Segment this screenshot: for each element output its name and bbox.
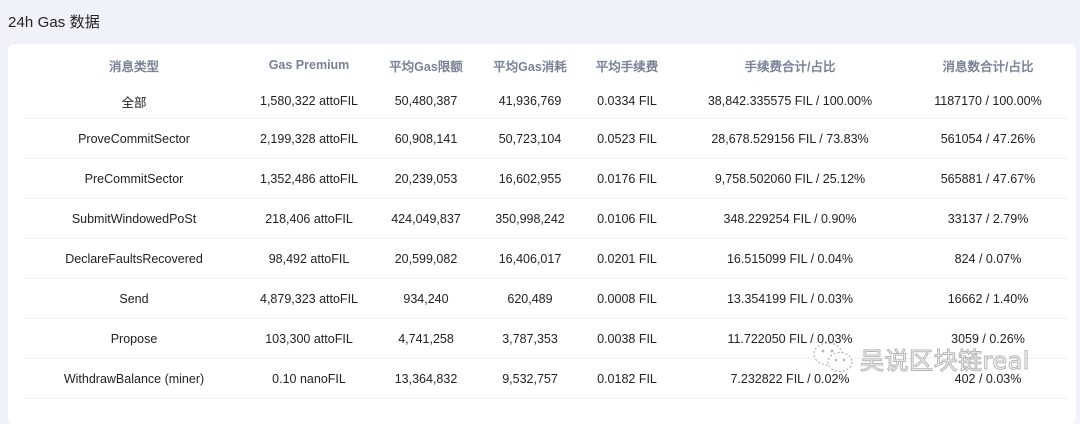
cell-total-messages-share: 3059 / 0.26% bbox=[908, 318, 1068, 359]
table-row: 全部 1,580,322 attoFIL 50,480,387 41,936,7… bbox=[24, 86, 1068, 119]
cell-total-messages-share: 33137 / 2.79% bbox=[908, 198, 1068, 239]
cell-total-messages-share: 1187170 / 100.00% bbox=[908, 86, 1068, 119]
cell-total-fee-share: 38,842.335575 FIL / 100.00% bbox=[672, 86, 908, 119]
cell-avg-gas-used: 620,489 bbox=[478, 278, 582, 319]
cell-total-fee-share: 348.229254 FIL / 0.90% bbox=[672, 198, 908, 239]
cell-gas-premium: 98,492 attoFIL bbox=[244, 238, 374, 279]
cell-total-messages-share: 824 / 0.07% bbox=[908, 238, 1068, 279]
table-row: Propose 103,300 attoFIL 4,741,258 3,787,… bbox=[24, 318, 1068, 359]
cell-avg-gas-limit: 4,741,258 bbox=[374, 318, 478, 359]
cell-avg-gas-used: 50,723,104 bbox=[478, 118, 582, 159]
cell-message-type: WithdrawBalance (miner) bbox=[24, 358, 244, 399]
cell-avg-fee: 0.0008 FIL bbox=[582, 278, 672, 319]
header-avg-gas-limit: 平均Gas限额 bbox=[389, 59, 463, 74]
section-title: 24h Gas 数据 bbox=[8, 14, 100, 31]
table-row: PreCommitSector 1,352,486 attoFIL 20,239… bbox=[24, 158, 1068, 199]
cell-avg-gas-used: 16,406,017 bbox=[478, 238, 582, 279]
cell-avg-gas-limit: 934,240 bbox=[374, 278, 478, 319]
cell-gas-premium: 103,300 attoFIL bbox=[244, 318, 374, 359]
cell-avg-gas-limit: 424,049,837 bbox=[374, 198, 478, 239]
cell-total-fee-share: 28,678.529156 FIL / 73.83% bbox=[672, 118, 908, 159]
table-row: Send 4,879,323 attoFIL 934,240 620,489 0… bbox=[24, 278, 1068, 319]
cell-avg-gas-used: 41,936,769 bbox=[478, 86, 582, 119]
header-gas-premium: Gas Premium bbox=[268, 58, 350, 72]
gas-data-card: 消息类型 Gas Premium 平均Gas限额 平均Gas消耗 平均手续费 手… bbox=[8, 44, 1076, 424]
cell-avg-gas-limit: 50,480,387 bbox=[374, 86, 478, 119]
cell-message-type: ProveCommitSector bbox=[24, 118, 244, 159]
cell-gas-premium: 218,406 attoFIL bbox=[244, 198, 374, 239]
cell-gas-premium: 1,352,486 attoFIL bbox=[244, 158, 374, 199]
table-row: WithdrawBalance (miner) 0.10 nanoFIL 13,… bbox=[24, 358, 1068, 399]
cell-avg-fee: 0.0038 FIL bbox=[582, 318, 672, 359]
cell-message-type: Propose bbox=[24, 318, 244, 359]
cell-total-fee-share: 7.232822 FIL / 0.02% bbox=[672, 358, 908, 399]
header-total-messages-share: 消息数合计/占比 bbox=[942, 59, 1034, 74]
header-avg-gas-used: 平均Gas消耗 bbox=[493, 59, 567, 74]
cell-total-fee-share: 11.722050 FIL / 0.03% bbox=[672, 318, 908, 359]
cell-avg-gas-limit: 20,239,053 bbox=[374, 158, 478, 199]
cell-total-messages-share: 402 / 0.03% bbox=[908, 358, 1068, 399]
cell-message-type: 全部 bbox=[24, 86, 244, 119]
table-header-row: 消息类型 Gas Premium 平均Gas限额 平均Gas消耗 平均手续费 手… bbox=[24, 44, 1068, 86]
cell-avg-gas-used: 16,602,955 bbox=[478, 158, 582, 199]
cell-avg-gas-used: 350,998,242 bbox=[478, 198, 582, 239]
cell-avg-fee: 0.0201 FIL bbox=[582, 238, 672, 279]
cell-avg-fee: 0.0182 FIL bbox=[582, 358, 672, 399]
table-row: ProveCommitSector 2,199,328 attoFIL 60,9… bbox=[24, 118, 1068, 159]
cell-gas-premium: 4,879,323 attoFIL bbox=[244, 278, 374, 319]
header-avg-fee: 平均手续费 bbox=[595, 59, 659, 74]
table-row: SubmitWindowedPoSt 218,406 attoFIL 424,0… bbox=[24, 198, 1068, 239]
cell-avg-fee: 0.0106 FIL bbox=[582, 198, 672, 239]
cell-avg-gas-used: 3,787,353 bbox=[478, 318, 582, 359]
cell-total-fee-share: 9,758.502060 FIL / 25.12% bbox=[672, 158, 908, 199]
cell-gas-premium: 1,580,322 attoFIL bbox=[244, 86, 374, 119]
header-total-fee-share: 手续费合计/占比 bbox=[744, 59, 836, 74]
cell-avg-fee: 0.0176 FIL bbox=[582, 158, 672, 199]
cell-message-type: SubmitWindowedPoSt bbox=[24, 198, 244, 239]
cell-message-type: PreCommitSector bbox=[24, 158, 244, 199]
table-row: DeclareFaultsRecovered 98,492 attoFIL 20… bbox=[24, 238, 1068, 279]
cell-total-messages-share: 561054 / 47.26% bbox=[908, 118, 1068, 159]
cell-avg-fee: 0.0334 FIL bbox=[582, 86, 672, 119]
header-message-type: 消息类型 bbox=[108, 59, 159, 74]
gas-data-table: 消息类型 Gas Premium 平均Gas限额 平均Gas消耗 平均手续费 手… bbox=[24, 44, 1068, 399]
cell-message-type: Send bbox=[24, 278, 244, 319]
cell-avg-gas-used: 9,532,757 bbox=[478, 358, 582, 399]
cell-gas-premium: 2,199,328 attoFIL bbox=[244, 118, 374, 159]
cell-message-type: DeclareFaultsRecovered bbox=[24, 238, 244, 279]
cell-avg-gas-limit: 60,908,141 bbox=[374, 118, 478, 159]
cell-total-fee-share: 16.515099 FIL / 0.04% bbox=[672, 238, 908, 279]
cell-gas-premium: 0.10 nanoFIL bbox=[244, 358, 374, 399]
cell-total-messages-share: 16662 / 1.40% bbox=[908, 278, 1068, 319]
cell-total-fee-share: 13.354199 FIL / 0.03% bbox=[672, 278, 908, 319]
cell-avg-gas-limit: 20,599,082 bbox=[374, 238, 478, 279]
cell-total-messages-share: 565881 / 47.67% bbox=[908, 158, 1068, 199]
cell-avg-gas-limit: 13,364,832 bbox=[374, 358, 478, 399]
cell-avg-fee: 0.0523 FIL bbox=[582, 118, 672, 159]
